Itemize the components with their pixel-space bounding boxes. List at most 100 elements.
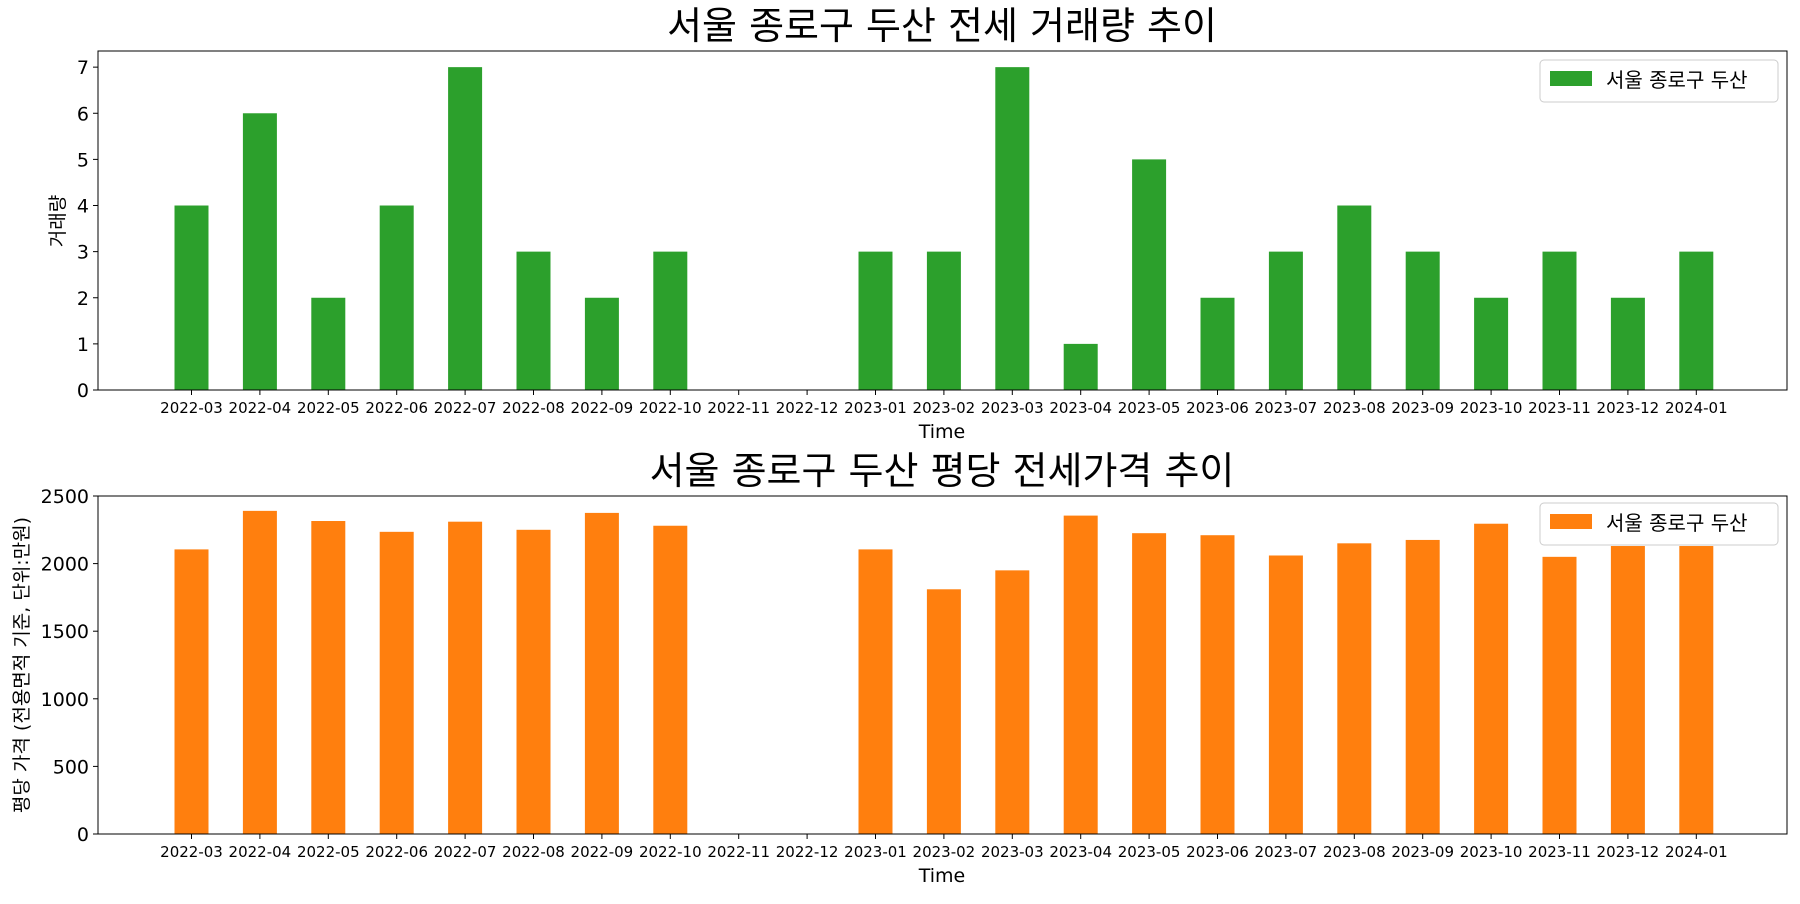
price-y-ticks: 0 500 1000 1500 2000 2500 xyxy=(41,486,98,846)
price-bar-2023-05 xyxy=(1132,533,1167,834)
volume-bar-2023-06 xyxy=(1200,297,1235,390)
price-bar-2022-10 xyxy=(653,525,688,834)
price-bar-2023-09 xyxy=(1405,539,1440,834)
price-y-axis-label: 평당 가격 (전용면적 기준, 단위:만원) xyxy=(11,517,33,813)
volume-y-tick-label: 4 xyxy=(77,196,89,218)
price-y-tick-label: 500 xyxy=(53,756,89,778)
price-bars xyxy=(174,510,1714,834)
price-bar-2023-01 xyxy=(858,549,893,834)
volume-bar-2022-03 xyxy=(174,205,209,390)
volume-x-tick-label: 2023-01 xyxy=(844,399,907,417)
volume-x-tick-label: 2022-11 xyxy=(707,399,770,417)
volume-x-tick-label: 2023-09 xyxy=(1391,399,1454,417)
price-x-tick-label: 2022-03 xyxy=(160,843,223,861)
volume-x-tick-label: 2023-05 xyxy=(1118,399,1181,417)
volume-bar-2023-04 xyxy=(1063,343,1098,390)
price-x-tick-label: 2023-04 xyxy=(1049,843,1112,861)
volume-y-tick-label: 0 xyxy=(77,380,89,402)
volume-x-tick-label: 2022-03 xyxy=(160,399,223,417)
price-x-tick-label: 2023-07 xyxy=(1255,843,1318,861)
price-bar-2023-11 xyxy=(1542,556,1577,834)
price-x-tick-label: 2023-08 xyxy=(1323,843,1386,861)
price-y-tick-label: 1500 xyxy=(41,621,89,643)
volume-y-tick-label: 3 xyxy=(77,242,89,264)
volume-bar-2023-03 xyxy=(995,67,1030,390)
volume-x-tick-label: 2022-06 xyxy=(365,399,428,417)
price-x-tick-label: 2022-10 xyxy=(639,843,702,861)
price-bar-2023-02 xyxy=(926,589,961,834)
volume-x-axis-label: Time xyxy=(918,421,966,443)
price-legend-box xyxy=(1539,502,1779,546)
volume-x-tick-label: 2023-08 xyxy=(1323,399,1386,417)
price-chart: 서울 종로구 두산 평당 전세가격 추이 0 500 1000 1500 2000 250… xyxy=(11,449,1788,887)
volume-x-tick-label: 2022-04 xyxy=(229,399,292,417)
price-legend-label: 서울 종로구 두산 xyxy=(1606,511,1748,535)
volume-bar-2023-07 xyxy=(1268,251,1303,390)
price-bar-2022-04 xyxy=(242,510,277,834)
price-x-tick-label: 2022-06 xyxy=(365,843,428,861)
volume-bars xyxy=(174,67,1714,391)
price-bar-2024-01 xyxy=(1679,546,1714,834)
price-x-tick-label: 2022-07 xyxy=(434,843,497,861)
volume-chart-title: 서울 종로구 두산 전세 거래량 추이 xyxy=(667,4,1217,48)
price-bar-2023-03 xyxy=(995,570,1030,834)
price-x-tick-label: 2022-12 xyxy=(776,843,839,861)
volume-bar-2023-01 xyxy=(858,251,893,390)
volume-legend-label: 서울 종로구 두산 xyxy=(1606,68,1748,92)
price-bar-2022-05 xyxy=(311,521,346,834)
price-x-tick-label: 2023-02 xyxy=(913,843,976,861)
price-x-tick-label: 2023-05 xyxy=(1118,843,1181,861)
price-legend: 서울 종로구 두산 xyxy=(1539,502,1779,546)
price-x-tick-label: 2023-12 xyxy=(1597,843,1660,861)
price-x-tick-label: 2023-03 xyxy=(981,843,1044,861)
volume-bar-2022-06 xyxy=(379,205,414,390)
price-x-tick-label: 2023-09 xyxy=(1391,843,1454,861)
volume-bar-2022-05 xyxy=(311,297,346,390)
volume-legend-box xyxy=(1539,59,1779,103)
price-y-tick-label: 1000 xyxy=(41,689,89,711)
volume-legend: 서울 종로구 두산 xyxy=(1539,59,1779,103)
volume-x-tick-label: 2023-07 xyxy=(1255,399,1318,417)
price-x-tick-label: 2022-04 xyxy=(229,843,292,861)
price-y-tick-label: 2000 xyxy=(41,554,89,576)
price-legend-swatch xyxy=(1550,514,1592,529)
price-x-tick-label: 2023-11 xyxy=(1528,843,1591,861)
price-x-tick-label: 2023-06 xyxy=(1186,843,1249,861)
volume-x-tick-label: 2022-07 xyxy=(434,399,497,417)
volume-y-tick-label: 1 xyxy=(77,334,89,356)
volume-y-ticks: 0 1 2 3 4 5 6 7 xyxy=(77,57,98,402)
volume-bar-2023-12 xyxy=(1610,297,1645,390)
volume-x-tick-label: 2022-08 xyxy=(502,399,565,417)
price-bar-2023-07 xyxy=(1268,555,1303,834)
price-x-tick-label: 2024-01 xyxy=(1665,843,1728,861)
price-chart-title: 서울 종로구 두산 평당 전세가격 추이 xyxy=(650,449,1235,493)
price-bar-2022-08 xyxy=(516,529,551,834)
volume-bar-2022-04 xyxy=(242,113,277,391)
price-x-tick-label: 2022-05 xyxy=(297,843,360,861)
volume-x-tick-label: 2023-03 xyxy=(981,399,1044,417)
volume-bar-2022-09 xyxy=(584,297,619,390)
price-x-tick-label: 2023-01 xyxy=(844,843,907,861)
price-plot-frame xyxy=(97,495,1788,835)
volume-x-tick-label: 2022-05 xyxy=(297,399,360,417)
volume-x-tick-label: 2024-01 xyxy=(1665,399,1728,417)
volume-y-tick-label: 5 xyxy=(77,149,89,171)
price-bar-2022-09 xyxy=(584,512,619,834)
price-x-tick-label: 2022-09 xyxy=(571,843,634,861)
volume-x-tick-label: 2023-11 xyxy=(1528,399,1591,417)
price-bar-2022-03 xyxy=(174,549,209,834)
price-y-tick-label: 2500 xyxy=(41,486,89,508)
volume-y-axis-label: 거래량 xyxy=(47,195,69,247)
price-bar-2023-04 xyxy=(1063,515,1098,834)
price-bar-2023-08 xyxy=(1337,543,1372,834)
volume-bar-2024-01 xyxy=(1679,251,1714,390)
volume-bar-2023-02 xyxy=(926,251,961,390)
price-x-tick-label: 2022-08 xyxy=(502,843,565,861)
price-bar-2023-10 xyxy=(1474,523,1509,834)
price-x-tick-label: 2023-10 xyxy=(1460,843,1523,861)
volume-y-tick-label: 7 xyxy=(77,57,89,79)
volume-bar-2023-09 xyxy=(1405,251,1440,390)
